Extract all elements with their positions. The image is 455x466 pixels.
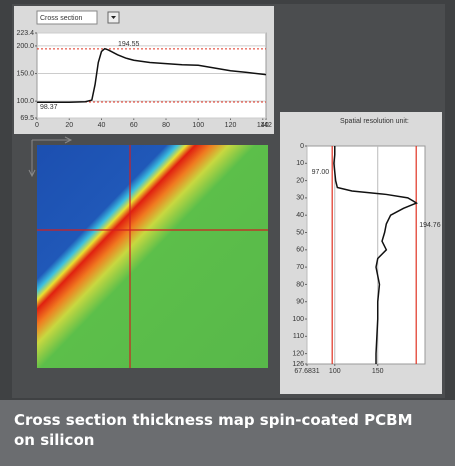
y-tick-label: 100.0: [16, 98, 34, 105]
y-tick-label: 0: [300, 143, 304, 150]
dropdown-label[interactable]: Cross section: [40, 15, 83, 22]
dropdown-arrow: [111, 16, 116, 19]
plot-area: [306, 145, 426, 365]
reference-label: 194.55: [118, 41, 140, 48]
y-tick-label: 80: [296, 281, 304, 288]
caption-bar: [0, 400, 455, 466]
y-tick-label: 100: [292, 316, 304, 323]
y-tick-label: 126: [292, 361, 304, 368]
x-tick-label: 0: [35, 122, 39, 129]
y-tick-label: 200.0: [16, 43, 34, 50]
y-tick-label: 60: [296, 247, 304, 254]
y-tick-label: 20: [296, 177, 304, 184]
x-tick-label: 67.6831: [294, 368, 319, 375]
y-tick-label: 69.5: [20, 115, 34, 122]
caption: Cross section thickness map spin-coated …: [14, 411, 413, 449]
x-tick-label: 142: [260, 122, 272, 129]
y-tick-label: 10: [296, 160, 304, 167]
y-tick-label: 90: [296, 299, 304, 306]
x-tick-label: 40: [98, 122, 106, 129]
map-axes-arrows: [28, 136, 73, 178]
y-tick-label: 223.4: [16, 30, 34, 37]
reference-label: 98.37: [40, 104, 58, 111]
x-tick-label: 80: [162, 122, 170, 129]
y-tick-label: 50: [296, 229, 304, 236]
reference-label: 194.76: [419, 222, 441, 229]
x-tick-label: 120: [225, 122, 237, 129]
spatial-label: Spatial resolution unit:: [340, 118, 409, 125]
dropdown[interactable]: [36, 10, 98, 25]
y-tick-label: 40: [296, 212, 304, 219]
x-tick-label: 100: [192, 122, 204, 129]
x-tick-label: 20: [65, 122, 73, 129]
x-tick-label: 60: [130, 122, 138, 129]
y-tick-label: 120: [292, 350, 304, 357]
x-tick-label: 140: [257, 122, 269, 129]
x-tick-label: 150: [372, 368, 384, 375]
reference-label: 97.00: [312, 169, 330, 176]
thickness-map[interactable]: [37, 145, 268, 368]
x-tick-label: 100: [329, 368, 341, 375]
y-tick-label: 110: [293, 333, 304, 340]
y-tick-label: 30: [296, 195, 304, 202]
y-tick-label: 150.0: [16, 70, 34, 77]
plot-area: [36, 32, 267, 119]
y-tick-label: 70: [296, 264, 304, 271]
data-line: [37, 47, 267, 104]
data-line: [333, 146, 419, 364]
